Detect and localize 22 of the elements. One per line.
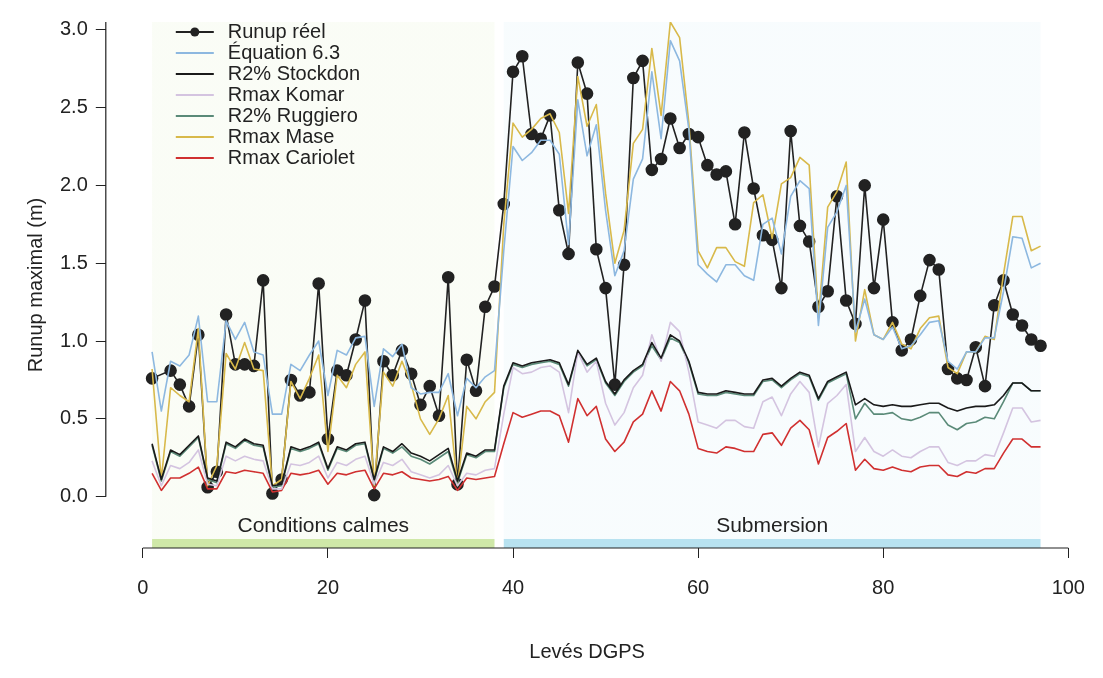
y-tick-label: 3.0 <box>59 17 88 40</box>
y-axis-title: Runup maximal (m) <box>23 197 46 373</box>
x-axis-title: Levés DGPS <box>529 639 645 662</box>
legend-label: Rmax Cariolet <box>227 145 355 168</box>
y-tick-label: 0.0 <box>59 484 88 507</box>
legend-label: R2% Ruggiero <box>227 103 358 126</box>
band-label: Submersion <box>716 513 829 537</box>
y-tick-label: 2.5 <box>59 95 88 118</box>
x-tick-label: 100 <box>1051 575 1085 598</box>
band-label: Conditions calmes <box>237 513 410 537</box>
legend-label: Runup réel <box>227 19 326 42</box>
legend-label: Rmax Komar <box>227 82 345 105</box>
x-tick-label: 60 <box>686 575 710 598</box>
x-tick-label: 40 <box>501 575 525 598</box>
x-tick-label: 80 <box>872 575 895 598</box>
x-tick-label: 20 <box>316 575 340 598</box>
y-tick-label: 0.5 <box>59 406 88 429</box>
legend-label: Équation 6.3 <box>227 40 341 63</box>
x-tick-label: 0 <box>137 575 149 598</box>
y-tick-label: 1.0 <box>59 328 88 351</box>
y-tick-label: 1.5 <box>59 250 88 273</box>
y-tick-label: 2.0 <box>59 172 88 195</box>
